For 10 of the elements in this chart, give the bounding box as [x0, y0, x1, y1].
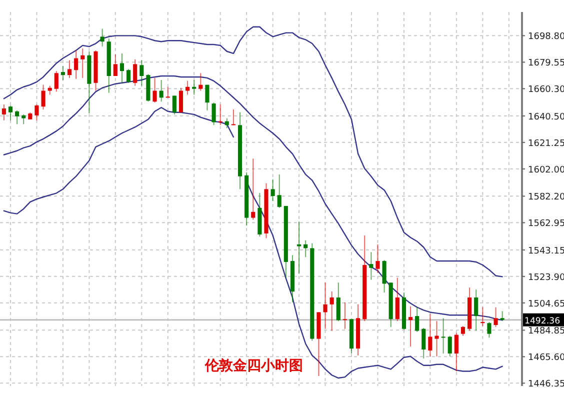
- text: 伦敦金四小时图: [204, 357, 303, 374]
- y-tick-label: 1562.95: [528, 219, 564, 230]
- y-tick-label: 1484.85: [528, 326, 564, 337]
- ref-line-label: 1492.36: [524, 316, 560, 326]
- line-series: [3, 26, 503, 278]
- y-tick-label: 1543.15: [528, 246, 564, 256]
- y-tick-label: 1446.35: [528, 380, 564, 390]
- y-tick-label: 1504.65: [528, 299, 564, 310]
- y-tick-label: 1621.25: [528, 138, 564, 149]
- y-tick-label: 1679.55: [528, 58, 564, 69]
